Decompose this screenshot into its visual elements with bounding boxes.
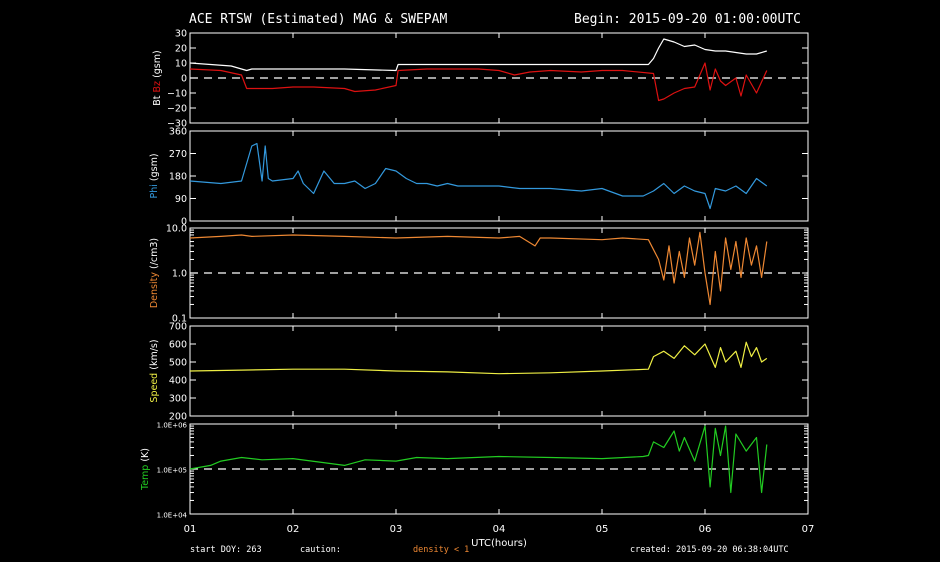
phi-y-tick-label: 0 — [181, 217, 187, 228]
speed-y-axis-label-part: Speed — [149, 373, 160, 403]
x-tick-label: 07 — [802, 524, 815, 535]
phi-y-tick-label: 360 — [169, 127, 187, 138]
phi-y-tick-label: 90 — [175, 194, 187, 205]
mag-y-tick-label: 10 — [175, 59, 187, 70]
phi-y-axis-label-part: (gsm) — [149, 153, 160, 184]
speed-y-tick-label: 200 — [169, 412, 187, 423]
mag-y-tick-label: −20 — [167, 104, 187, 115]
speed-y-axis-label-part: (km/s) — [149, 339, 160, 372]
speed-y-tick-label: 300 — [169, 394, 187, 405]
speed-series-line — [189, 341, 768, 375]
density-y-axis-label: Density (/cm3) — [149, 238, 160, 308]
speed-y-tick-label: 700 — [169, 322, 187, 333]
speed-panel-frame — [189, 325, 809, 417]
phi-y-tick-label: 270 — [169, 149, 187, 160]
density-series-line — [189, 231, 768, 306]
x-tick-label: 04 — [493, 524, 506, 535]
speed-y-tick-label: 400 — [169, 376, 187, 387]
density-y-tick-label: 0.1 — [172, 314, 187, 325]
temp-y-axis-label-part: (K) — [140, 448, 151, 465]
mag-y-axis-label-part: Bz — [152, 81, 163, 96]
mag-y-tick-label: −30 — [167, 119, 187, 130]
created-time: created: 2015-09-20 06:38:04UTC — [630, 545, 789, 555]
mag-y-axis-label: Bt Bz (gsm) — [152, 50, 163, 105]
mag-y-tick-label: 20 — [175, 44, 187, 55]
start-doy: start DOY: 263 — [190, 545, 262, 555]
x-tick-label: 01 — [184, 524, 197, 535]
bz-series-line — [189, 62, 768, 102]
x-axis-label: UTC(hours) — [471, 538, 527, 549]
caution-label: caution: — [300, 545, 341, 555]
bt-series-line — [189, 38, 767, 72]
phi-panel-frame — [189, 130, 809, 222]
speed-y-axis-label: Speed (km/s) — [149, 339, 160, 402]
temp-series-line — [189, 425, 768, 494]
x-tick-label: 02 — [287, 524, 300, 535]
chart-title: ACE RTSW (Estimated) MAG & SWEPAM — [189, 12, 448, 27]
density-y-axis-label-part: (/cm3) — [149, 238, 160, 272]
mag-y-tick-label: −10 — [167, 89, 187, 100]
speed-y-tick-label: 500 — [169, 358, 187, 369]
phi-y-axis-label: Phi (gsm) — [149, 153, 160, 198]
phi-y-axis-label-part: Phi — [149, 184, 160, 198]
temp-y-tick-label: 1.0E+05 — [157, 467, 187, 475]
temp-y-axis-label-part: Temp — [140, 465, 151, 491]
x-tick-label: 03 — [390, 524, 403, 535]
x-tick-label: 05 — [596, 524, 609, 535]
x-tick-label: 06 — [699, 524, 712, 535]
phi-y-tick-label: 180 — [169, 172, 187, 183]
mag-y-tick-label: 30 — [175, 29, 187, 40]
density-y-tick-label: 10.0 — [166, 224, 187, 235]
density-caution: density < 1 — [413, 545, 470, 555]
density-y-tick-label: 1.0 — [172, 269, 187, 280]
temp-y-tick-label: 1.0E+06 — [157, 422, 188, 430]
mag-y-axis-label-part: (gsm) — [152, 50, 163, 81]
speed-y-tick-label: 600 — [169, 340, 187, 351]
temp-y-tick-label: 1.0E+04 — [157, 512, 188, 520]
mag-y-tick-label: 0 — [181, 74, 187, 85]
mag-y-axis-label-part: Bt — [152, 95, 163, 106]
temp-y-axis-label: Temp (K) — [140, 448, 151, 491]
density-y-axis-label-part: Density — [149, 272, 160, 308]
phi-series-line — [189, 142, 768, 210]
begin-time: Begin: 2015-09-20 01:00:00UTC — [574, 12, 801, 27]
